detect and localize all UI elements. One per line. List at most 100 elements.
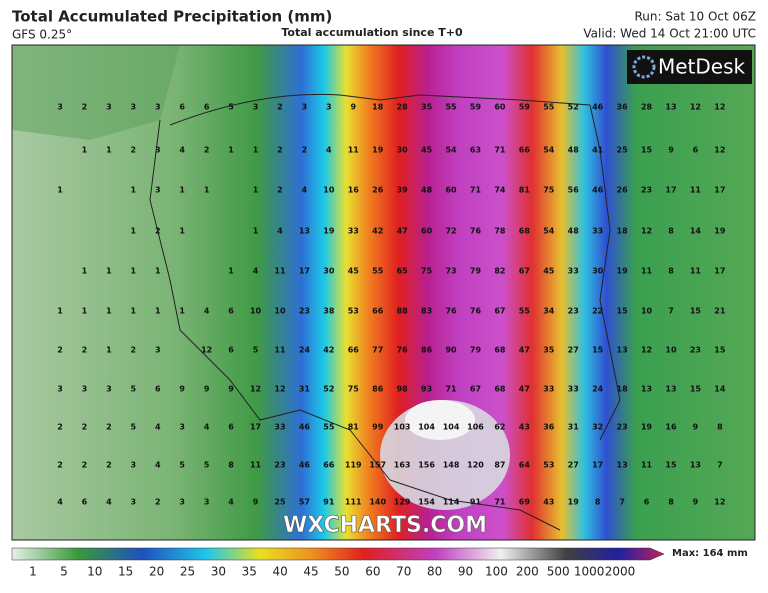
grid-value: 47 — [519, 346, 530, 355]
grid-value: 1 — [106, 307, 112, 316]
grid-value: 47 — [519, 385, 530, 394]
grid-value: 15 — [665, 461, 677, 470]
grid-value: 4 — [179, 146, 185, 155]
grid-value: 3 — [302, 103, 308, 112]
grid-value: 23 — [641, 186, 652, 195]
grid-value: 2 — [302, 146, 308, 155]
grid-value: 76 — [445, 307, 457, 316]
grid-value: 91 — [323, 498, 335, 507]
grid-value: 1 — [131, 186, 137, 195]
colorbar — [11, 547, 665, 561]
colorbar-label: 100 — [485, 565, 508, 579]
grid-value: 86 — [372, 385, 384, 394]
grid-value: 2 — [82, 103, 88, 112]
grid-value: 31 — [299, 385, 311, 394]
grid-value: 148 — [443, 461, 460, 470]
grid-value: 15 — [690, 385, 702, 394]
grid-value: 8 — [668, 227, 674, 236]
grid-value: 46 — [592, 186, 604, 195]
grid-value: 17 — [665, 186, 676, 195]
grid-value: 11 — [250, 461, 262, 470]
grid-value: 3 — [131, 498, 137, 507]
grid-value: 4 — [155, 423, 161, 432]
colorbar-label: 1 — [29, 565, 37, 579]
grid-value: 6 — [82, 498, 88, 507]
grid-value: 59 — [470, 103, 482, 112]
grid-value: 65 — [397, 267, 409, 276]
logo-box — [627, 50, 752, 84]
grid-value: 33 — [274, 423, 285, 432]
grid-value: 3 — [155, 346, 161, 355]
grid-value: 19 — [568, 498, 580, 507]
grid-value: 17 — [592, 461, 603, 470]
grid-value: 5 — [228, 103, 234, 112]
grid-value: 45 — [421, 146, 433, 155]
grid-value: 18 — [372, 103, 384, 112]
grid-value: 81 — [348, 423, 360, 432]
grid-value: 5 — [179, 461, 185, 470]
grid-value: 3 — [131, 103, 137, 112]
colorbar-label: 40 — [273, 565, 288, 579]
grid-value: 6 — [693, 146, 699, 155]
grid-value: 46 — [299, 423, 311, 432]
grid-value: 14 — [690, 227, 702, 236]
grid-value: 8 — [595, 498, 601, 507]
grid-value: 3 — [155, 103, 161, 112]
logo-icon — [632, 55, 656, 79]
grid-value: 19 — [323, 227, 335, 236]
grid-value: 2 — [277, 103, 283, 112]
grid-value: 3 — [326, 103, 332, 112]
grid-value: 104 — [418, 423, 435, 432]
grid-value: 48 — [568, 146, 580, 155]
grid-value: 11 — [690, 267, 702, 276]
grid-value: 6 — [228, 307, 234, 316]
grid-value: 54 — [543, 227, 555, 236]
grid-value: 26 — [372, 186, 384, 195]
grid-value: 36 — [617, 103, 629, 112]
valid: Valid: Wed 14 Oct 21:00 UTC — [583, 27, 756, 41]
grid-value: 4 — [155, 461, 161, 470]
grid-value: 4 — [106, 498, 112, 507]
grid-value: 1 — [131, 307, 137, 316]
grid-value: 88 — [397, 307, 409, 316]
grid-value: 1 — [82, 146, 88, 155]
grid-value: 13 — [665, 385, 676, 394]
grid-value: 14 — [714, 385, 726, 394]
grid-value: 59 — [519, 103, 531, 112]
grid-value: 12 — [714, 146, 725, 155]
grid-value: 55 — [519, 307, 531, 316]
grid-value: 1 — [253, 146, 259, 155]
grid-value: 42 — [323, 346, 334, 355]
grid-value: 33 — [568, 385, 579, 394]
grid-value: 43 — [543, 498, 554, 507]
grid-value: 13 — [299, 227, 310, 236]
subtitle: Total accumulation since T+0 — [281, 26, 463, 39]
grid-value: 13 — [665, 103, 676, 112]
colorbar-label: 2000 — [605, 565, 636, 579]
grid-value: 5 — [131, 385, 137, 394]
grid-value: 55 — [372, 267, 384, 276]
grid-value: 71 — [494, 498, 506, 507]
grid-value: 3 — [155, 146, 161, 155]
grid-value: 46 — [592, 103, 604, 112]
grid-value: 11 — [690, 186, 702, 195]
grid-value: 26 — [617, 186, 629, 195]
grid-value: 74 — [494, 186, 506, 195]
colorbar-label: 20 — [149, 565, 164, 579]
colorbar-label: 500 — [547, 565, 570, 579]
grid-value: 28 — [641, 103, 653, 112]
colorbar-label: 200 — [516, 565, 539, 579]
grid-value: 4 — [253, 267, 259, 276]
grid-value: 3 — [57, 385, 63, 394]
grid-value: 140 — [369, 498, 386, 507]
value-grid: 3 2 3 3 3 6 6 5 3 2 3 3 9 18 28 35 55 59 60 59 55 52 46 36 28 13 1… — [57, 103, 726, 507]
colorbar-label: 5 — [60, 565, 68, 579]
grid-value: 12 — [690, 103, 701, 112]
grid-value: 35 — [543, 346, 555, 355]
grid-value: 55 — [323, 423, 335, 432]
grid-value: 36 — [543, 423, 555, 432]
grid-value: 66 — [519, 146, 531, 155]
grid-value: 2 — [277, 146, 283, 155]
grid-value: 1 — [253, 227, 259, 236]
